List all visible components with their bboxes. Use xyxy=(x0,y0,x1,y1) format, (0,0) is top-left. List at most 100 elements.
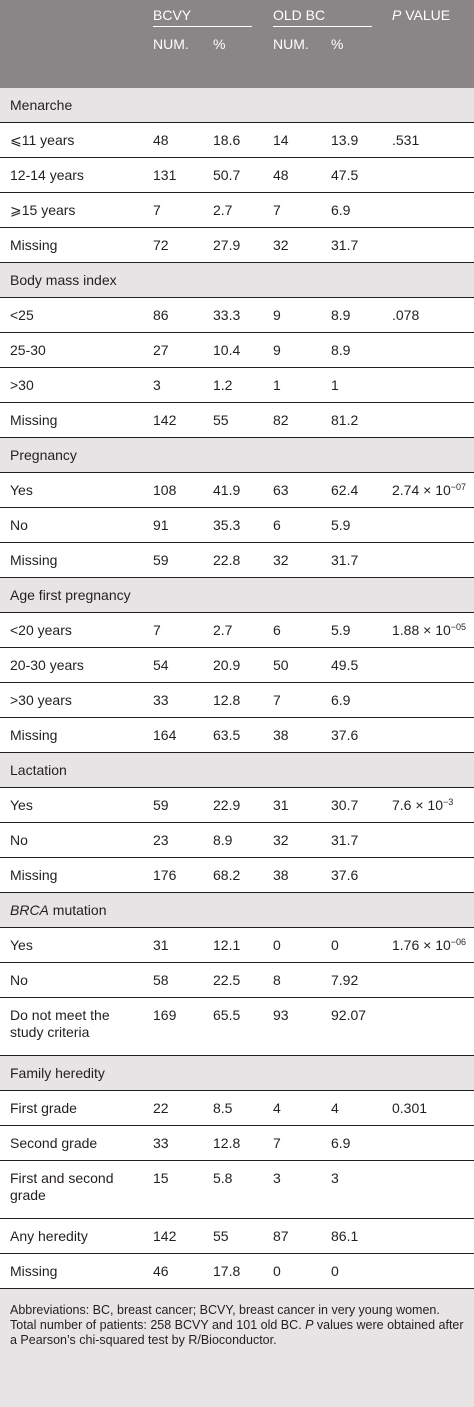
oldbc-num-cell: 7 xyxy=(273,1135,281,1151)
row-label: Missing xyxy=(10,867,58,883)
bcvy-pct-cell: 2.7 xyxy=(213,202,233,218)
table-row: Yes 108 41.9 63 62.4 2.74 × 10−07 xyxy=(0,473,474,508)
header-rule-oldbc xyxy=(273,26,372,27)
section-label: Lactation xyxy=(10,762,67,778)
pvalue-cell: 0.301 xyxy=(392,1100,427,1117)
bcvy-num-cell: 22 xyxy=(153,1100,169,1116)
oldbc-num-cell: 38 xyxy=(273,727,289,743)
oldbc-pct-cell: 6.9 xyxy=(331,202,351,218)
row-label: Missing xyxy=(10,1263,58,1279)
oldbc-pct-cell: 0 xyxy=(331,1263,339,1279)
bcvy-pct-cell: 12.8 xyxy=(213,692,241,708)
bcvy-pct-cell: 12.8 xyxy=(213,1135,241,1151)
row-label: First grade xyxy=(10,1100,77,1116)
bcvy-num-cell: 23 xyxy=(153,832,169,848)
pvalue-base: 2.74 × 10 xyxy=(392,482,451,498)
table-row: ⩾15 years 7 2.7 7 6.9 xyxy=(0,193,474,228)
row-label: ⩽11 years xyxy=(10,132,75,148)
pvalue-cell: .078 xyxy=(392,307,419,324)
bcvy-pct-cell: 22.8 xyxy=(213,552,241,568)
table-row: First grade 22 8.5 4 4 0.301 xyxy=(0,1091,474,1126)
section-row: Family heredity xyxy=(0,1056,474,1091)
bcvy-pct-cell: 8.5 xyxy=(213,1100,233,1116)
row-label: Any heredity xyxy=(10,1228,88,1244)
footnote-abbreviations: Abbreviations: BC, breast cancer; BCVY, … xyxy=(10,1303,440,1317)
bcvy-pct-cell: 20.9 xyxy=(213,657,241,673)
bcvy-pct-cell: 68.2 xyxy=(213,867,241,883)
row-label: 20-30 years xyxy=(10,657,84,673)
table-row: No 23 8.9 32 31.7 xyxy=(0,823,474,858)
oldbc-pct-cell: 31.7 xyxy=(331,237,359,253)
table-row: Do not meet the study criteria 169 65.5 93 9… xyxy=(0,998,474,1056)
pvalue-header-rest: VALUE xyxy=(401,7,451,23)
bcvy-num-cell: 7 xyxy=(153,202,161,218)
section-label: Body mass index xyxy=(10,272,117,288)
table-body: Menarche ⩽11 years 48 18.6 14 13.9.531 12-14 y… xyxy=(0,88,474,1289)
oldbc-num-cell: 6 xyxy=(273,517,281,533)
oldbc-pct-cell: 8.9 xyxy=(331,307,351,323)
row-label: Missing xyxy=(10,552,58,568)
section-label: Age first pregnancy xyxy=(10,587,131,603)
table-row: >30 3 1.2 1 1 xyxy=(0,368,474,403)
oldbc-num-cell: 0 xyxy=(273,937,281,953)
bcvy-pct-cell: 22.9 xyxy=(213,797,241,813)
bcvy-num-cell: 131 xyxy=(153,167,177,183)
bcvy-num-cell: 169 xyxy=(153,1007,177,1023)
table-footnote: Abbreviations: BC, breast cancer; BCVY, … xyxy=(0,1289,474,1407)
oldbc-pct-cell: 62.4 xyxy=(331,482,359,498)
pvalue-base: 1.88 × 10 xyxy=(392,622,451,638)
pvalue-exponent: −3 xyxy=(443,797,454,807)
row-label: ⩾15 years xyxy=(10,202,76,218)
row-label: First and second grade xyxy=(10,1170,114,1203)
oldbc-num-cell: 7 xyxy=(273,202,281,218)
table-row: No 91 35.3 6 5.9 xyxy=(0,508,474,543)
table-row: Yes 31 12.1 0 0 1.76 × 10−06 xyxy=(0,928,474,963)
section-label-italic: BRCA xyxy=(10,902,49,918)
oldbc-pct-cell: 7.92 xyxy=(331,972,359,988)
bcvy-num-cell: 164 xyxy=(153,727,177,743)
bcvy-pct-cell: 55 xyxy=(213,412,229,428)
table-row: 25-30 27 10.4 9 8.9 xyxy=(0,333,474,368)
oldbc-num-cell: 48 xyxy=(273,167,289,183)
pvalue-base: .078 xyxy=(392,307,420,323)
table-row: <20 years 7 2.7 6 5.9 1.88 × 10−05 xyxy=(0,613,474,648)
oldbc-num-cell: 32 xyxy=(273,832,289,848)
table-row: Missing 142 55 82 81.2 xyxy=(0,403,474,438)
table-row: First and second grade 15 5.8 3 3 xyxy=(0,1161,474,1219)
row-label: Do not meet the study criteria xyxy=(10,1007,110,1040)
bcvy-pct-cell: 55 xyxy=(213,1228,229,1244)
bcvy-num-cell: 48 xyxy=(153,132,169,148)
row-label: Yes xyxy=(10,797,33,813)
table-row: Yes 59 22.9 31 30.7 7.6 × 10−3 xyxy=(0,788,474,823)
pvalue-cell: 7.6 × 10−3 xyxy=(392,797,453,814)
table-row: Missing 46 17.8 0 0 xyxy=(0,1254,474,1289)
row-label: Missing xyxy=(10,727,58,743)
bcvy-pct-cell: 8.9 xyxy=(213,832,233,848)
bcvy-num-cell: 142 xyxy=(153,1228,177,1244)
bcvy-pct-cell: 35.3 xyxy=(213,517,241,533)
bcvy-pct-cell: 63.5 xyxy=(213,727,241,743)
oldbc-pct-cell: 13.9 xyxy=(331,132,359,148)
section-row: Age first pregnancy xyxy=(0,578,474,613)
oldbc-pct-cell: 5.9 xyxy=(331,517,351,533)
oldbc-num-cell: 6 xyxy=(273,622,281,638)
oldbc-num-cell: 31 xyxy=(273,797,289,813)
bcvy-num-cell: 15 xyxy=(153,1170,169,1186)
table-row: 12-14 years 131 50.7 48 47.5 xyxy=(0,158,474,193)
section-label-rest: mutation xyxy=(48,902,107,918)
row-label: <20 years xyxy=(10,622,72,638)
table-row: Missing 59 22.8 32 31.7 xyxy=(0,543,474,578)
bcvy-num-cell: 33 xyxy=(153,1135,169,1151)
table-row: >30 years 33 12.8 7 6.9 xyxy=(0,683,474,718)
bcvy-num-cell: 86 xyxy=(153,307,169,323)
oldbc-num-cell: 4 xyxy=(273,1100,281,1116)
section-label: BRCA mutation xyxy=(10,902,107,919)
pvalue-cell: 1.76 × 10−06 xyxy=(392,937,466,954)
section-label: Family heredity xyxy=(10,1065,105,1081)
row-label: No xyxy=(10,832,28,848)
oldbc-pct-cell: 47.5 xyxy=(331,167,359,183)
bcvy-num-cell: 3 xyxy=(153,377,161,393)
bcvy-num-cell: 7 xyxy=(153,622,161,638)
bcvy-num-cell: 142 xyxy=(153,412,177,428)
row-label: Missing xyxy=(10,412,58,428)
